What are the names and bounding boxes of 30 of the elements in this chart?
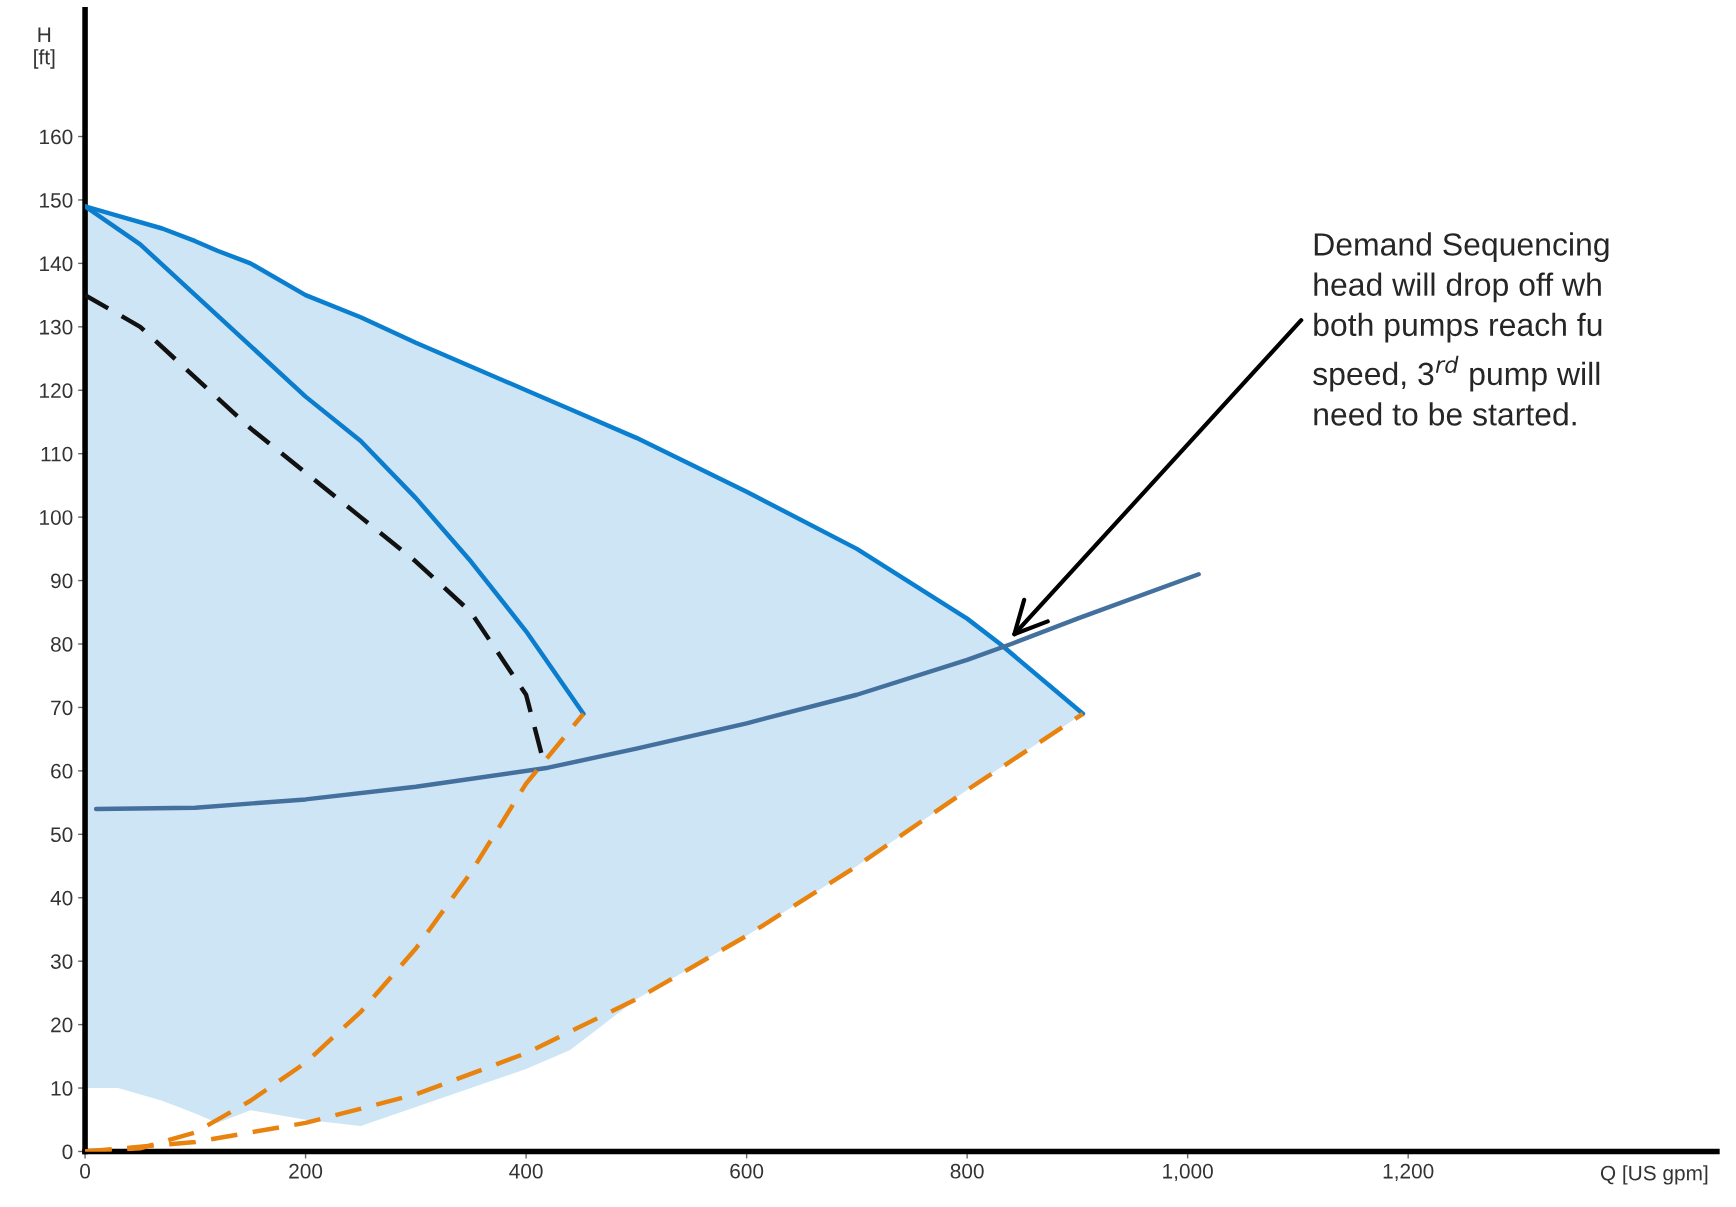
y-tick-label: 60 bbox=[51, 763, 73, 779]
y-tick-label: 90 bbox=[51, 573, 73, 589]
x-tick-label: 1,000 bbox=[1163, 1163, 1213, 1182]
y-tick-label: 20 bbox=[51, 1017, 73, 1033]
y-tick-label: 80 bbox=[50, 637, 73, 652]
y-tick-label: 140 bbox=[40, 256, 73, 272]
y-tick-label: 100 bbox=[40, 510, 73, 525]
line-series bbox=[93, 572, 1201, 812]
annotation: Demand Sequencing head will drop off wh both pumps reach fu speed, 3$^{rd}$ pump will need to be started. bbox=[1313, 232, 1609, 426]
y-tick-label: 10 bbox=[51, 1081, 73, 1096]
y-tick-label: 110 bbox=[41, 446, 73, 462]
y-tick-label: 150 bbox=[40, 192, 73, 208]
x-tick-label: 200 bbox=[289, 1163, 323, 1179]
y-tick-label: 30 bbox=[50, 954, 73, 969]
y-tick-label: 70 bbox=[51, 700, 73, 716]
x-tick-label: 600 bbox=[730, 1163, 764, 1179]
y-axis-title: H [ft] bbox=[34, 27, 55, 69]
y-tick-label: 50 bbox=[50, 827, 73, 843]
y-tick-label: 40 bbox=[50, 890, 73, 906]
x-tick-label: 800 bbox=[950, 1163, 984, 1179]
x-tick-label: 400 bbox=[509, 1163, 543, 1179]
x-axis-title: Q [US gpm] bbox=[1600, 1165, 1708, 1185]
y-tick-label: 160 bbox=[40, 129, 73, 145]
y-tick-label: 0 bbox=[62, 1144, 73, 1160]
line-series bbox=[85, 711, 1086, 1152]
x-tick-label: 1,200 bbox=[1383, 1163, 1434, 1182]
x-tick-label: 0 bbox=[80, 1163, 91, 1179]
y-tick-label: 120 bbox=[40, 383, 73, 399]
line-series bbox=[85, 204, 1086, 716]
y-tick-label: 130 bbox=[40, 319, 73, 335]
